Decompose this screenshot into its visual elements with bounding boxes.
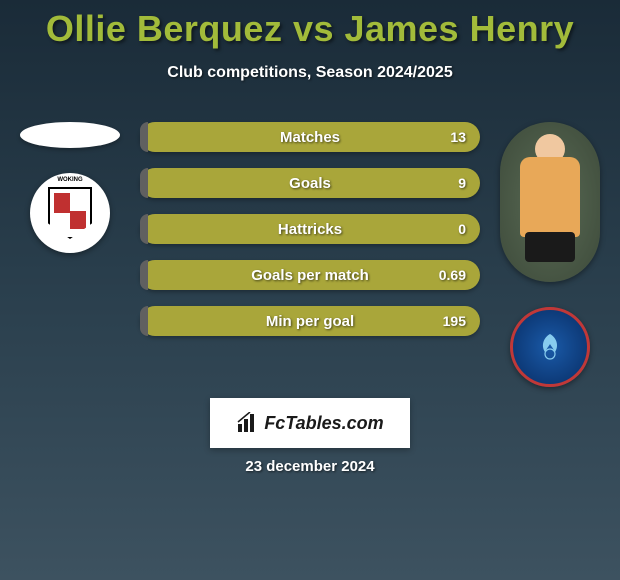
stat-value: 0.69	[439, 267, 466, 283]
brand-badge[interactable]: FcTables.com	[210, 398, 410, 448]
left-player-column: WOKING	[10, 122, 130, 253]
crest-label: WOKING	[30, 177, 110, 183]
bar-left-segment	[140, 168, 148, 198]
stat-label: Goals	[289, 175, 331, 192]
player-avatar-placeholder	[20, 122, 120, 148]
stat-bar-goals-per-match: Goals per match 0.69	[140, 260, 480, 290]
stat-bars: Matches 13 Goals 9 Hattricks 0 Goals per…	[140, 122, 480, 336]
footer-date: 23 december 2024	[0, 458, 620, 475]
stat-bar-min-per-goal: Min per goal 195	[140, 306, 480, 336]
club-crest-right	[510, 307, 590, 387]
player-avatar	[500, 122, 600, 282]
stat-label: Min per goal	[266, 313, 354, 330]
crest-inner	[525, 322, 575, 372]
stat-value: 0	[458, 221, 466, 237]
brand-text: FcTables.com	[264, 413, 383, 434]
stat-bar-matches: Matches 13	[140, 122, 480, 152]
stat-value: 13	[450, 129, 466, 145]
stat-label: Goals per match	[251, 267, 369, 284]
phoenix-icon	[533, 330, 567, 364]
page-subtitle: Club competitions, Season 2024/2025	[0, 64, 620, 82]
shield-icon	[48, 187, 92, 239]
page-title: Ollie Berquez vs James Henry	[0, 0, 620, 50]
comparison-panel: WOKING Matches 13 Goals 9	[0, 122, 620, 422]
stat-value: 195	[443, 313, 466, 329]
stat-bar-goals: Goals 9	[140, 168, 480, 198]
avatar-body	[520, 157, 580, 237]
bar-left-segment	[140, 260, 148, 290]
bar-left-segment	[140, 306, 148, 336]
bar-left-segment	[140, 122, 148, 152]
avatar-shorts	[525, 232, 575, 262]
stat-label: Matches	[280, 129, 340, 146]
chart-icon	[236, 412, 258, 434]
stat-value: 9	[458, 175, 466, 191]
bar-left-segment	[140, 214, 148, 244]
club-crest-left: WOKING	[30, 173, 110, 253]
stat-bar-hattricks: Hattricks 0	[140, 214, 480, 244]
right-player-column	[490, 122, 610, 387]
stat-label: Hattricks	[278, 221, 342, 238]
